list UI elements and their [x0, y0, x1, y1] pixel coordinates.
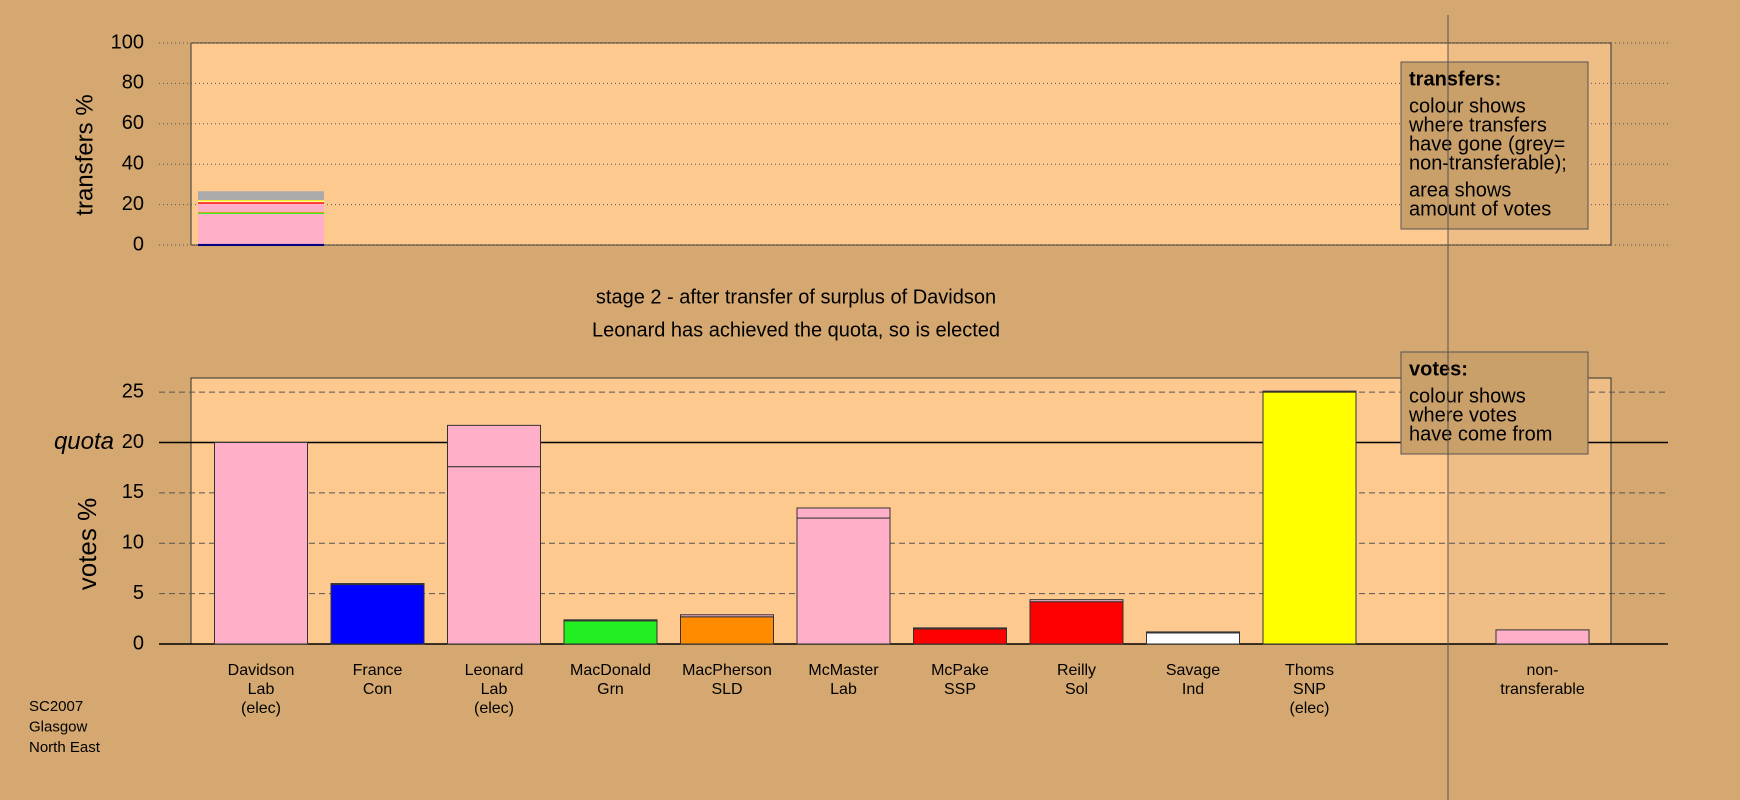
y-tick-label: 20 [122, 193, 144, 215]
bar [1029, 601, 1124, 645]
transfer-segment [198, 213, 324, 244]
x-tick-label: Thoms [1285, 662, 1334, 679]
bar [680, 616, 774, 645]
y-tick-label: 100 [111, 31, 144, 53]
y-tick-label: 20 [122, 431, 144, 453]
legend-title: transfers: [1409, 68, 1501, 90]
transfer-segment [198, 202, 324, 204]
transfer-bar [1146, 631, 1240, 634]
y-tick-label: 60 [122, 112, 144, 134]
transfer-bar [680, 614, 774, 618]
transfer-bar [913, 627, 1007, 630]
legend-text: amount of votes [1409, 198, 1551, 220]
bar [1146, 632, 1240, 645]
transfer-segment [198, 201, 324, 203]
legend-text: colour shows [1409, 95, 1526, 117]
x-tick-label: McPake [931, 662, 989, 679]
x-tick-label: Leonard [465, 662, 524, 679]
transfer-bar [563, 619, 658, 622]
transfer-segment [198, 211, 324, 213]
legend-box [1400, 61, 1589, 230]
footer-text: North East [29, 739, 101, 756]
bar [796, 517, 891, 645]
x-tick-label: SLD [711, 681, 742, 698]
x-tick-label: Reilly [1057, 662, 1096, 679]
bar [447, 466, 541, 645]
legend-text: non-transferable); [1409, 152, 1567, 174]
chart-subtitle: Leonard has achieved the quota, so is el… [592, 319, 1000, 341]
footer-text: Glasgow [29, 718, 88, 735]
x-tick-label: Ind [1182, 681, 1204, 698]
bar [330, 584, 425, 645]
x-tick-label: Lab [481, 681, 508, 698]
transfer-segment [198, 191, 324, 201]
legend-text: colour shows [1409, 385, 1526, 407]
x-tick-label: Con [363, 681, 392, 698]
x-tick-label: (elec) [241, 700, 281, 717]
y-tick-label: 5 [133, 582, 144, 604]
x-tick-label: MacPherson [682, 662, 772, 679]
x-tick-label: Lab [830, 681, 857, 698]
transfer-bar [447, 424, 541, 468]
chart-title: stage 2 - after transfer of surplus of D… [596, 286, 996, 308]
x-tick-label: Lab [248, 681, 275, 698]
transfer-bar [1262, 390, 1357, 393]
y-tick-label: 0 [133, 632, 144, 654]
transfer-segment [198, 212, 324, 214]
bar [1262, 391, 1357, 645]
transfer-segment [198, 203, 324, 212]
x-tick-label: MacDonald [570, 662, 651, 679]
x-tick-label: Sol [1065, 681, 1088, 698]
y-tick-label: 40 [122, 152, 144, 174]
x-tick-label: Grn [597, 681, 624, 698]
y-tick-label: 10 [122, 532, 144, 554]
transfer-segment [198, 203, 324, 204]
quota-label: quota [54, 428, 114, 455]
plot-panel [190, 377, 1612, 645]
y-tick-label: 0 [133, 233, 144, 255]
legend-text: where votes [1408, 404, 1517, 426]
transfer-bar [330, 583, 425, 586]
y-tick-label: 15 [122, 481, 144, 503]
footer-text: SC2007 [29, 698, 83, 715]
x-tick-label: SNP [1293, 681, 1326, 698]
y-axis-title: transfers % [71, 94, 98, 215]
transfer-bar [1029, 599, 1124, 603]
plot-panel [190, 42, 1612, 246]
legend-title: votes: [1409, 358, 1468, 380]
bar [214, 441, 308, 645]
transfer-bar [796, 507, 891, 519]
legend-text: have come from [1409, 423, 1552, 445]
y-tick-label: 25 [122, 380, 144, 402]
y-tick-label: 80 [122, 72, 144, 94]
x-tick-label: Davidson [228, 662, 295, 679]
legend-text: where transfers [1408, 114, 1547, 136]
x-tick-label: transferable [1500, 681, 1585, 698]
x-tick-label: McMaster [808, 662, 879, 679]
bar [563, 620, 658, 645]
transfer-segment [198, 200, 324, 202]
x-tick-label: (elec) [474, 700, 514, 717]
legend-text: area shows [1409, 179, 1511, 201]
x-tick-label: France [353, 662, 403, 679]
bar [913, 628, 1007, 645]
x-tick-label: non- [1526, 662, 1558, 679]
x-tick-label: Savage [1166, 662, 1220, 679]
x-tick-label: (elec) [1289, 700, 1329, 717]
legend-box [1400, 351, 1589, 455]
transfer-bar [1495, 629, 1590, 645]
x-tick-label: SSP [944, 681, 976, 698]
y-axis-title: votes % [72, 498, 102, 591]
